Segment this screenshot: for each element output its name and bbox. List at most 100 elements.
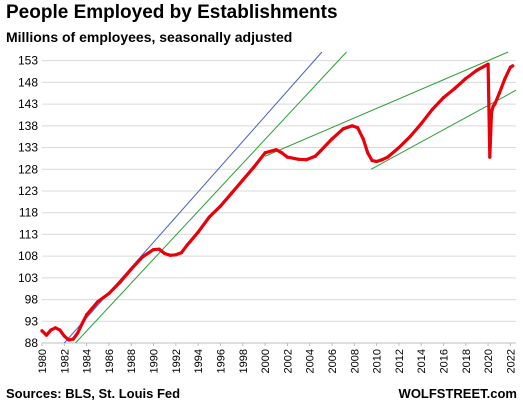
trend-line	[75, 51, 347, 343]
x-tick-label: 1986	[104, 349, 116, 373]
x-tick-label: 2002	[282, 349, 294, 373]
data-point	[168, 253, 172, 257]
data-point	[453, 86, 457, 91]
chart-title: People Employed by Establishments	[6, 2, 338, 23]
brand-label: WOLFSTREET.com	[398, 386, 517, 401]
data-point	[263, 151, 267, 155]
data-point	[350, 124, 354, 128]
data-point	[49, 328, 53, 332]
data-point	[313, 154, 317, 158]
x-tick-label: 2016	[439, 349, 451, 373]
x-axis-ticks: 1980 1982 1984 1986 1988 1990 1992 1994 1996 1998…	[37, 343, 517, 373]
x-tick-label: 2020	[483, 349, 495, 373]
y-tick-label: 108	[18, 249, 38, 263]
data-point	[497, 91, 501, 95]
data-point	[71, 337, 75, 341]
data-point	[179, 251, 184, 255]
x-tick-label: 2018	[461, 349, 473, 373]
data-point	[366, 151, 370, 155]
data-point	[464, 76, 468, 81]
data-point	[486, 62, 490, 66]
x-tick-label: 1988	[126, 349, 138, 373]
data-point	[304, 158, 308, 162]
data-series	[40, 62, 515, 342]
x-tick-label: 1992	[171, 349, 183, 373]
x-tick-label: 1990	[149, 349, 161, 373]
y-tick-label: 133	[18, 141, 38, 155]
data-point	[107, 291, 111, 296]
data-point	[361, 137, 365, 141]
y-tick-label: 118	[19, 206, 38, 220]
data-point	[241, 178, 245, 182]
y-tick-label: 93	[25, 314, 39, 328]
x-tick-label: 1994	[193, 349, 205, 373]
data-point	[285, 155, 289, 159]
data-point	[185, 243, 189, 247]
y-tick-label: 128	[18, 162, 38, 176]
y-tick-label: 123	[18, 184, 38, 198]
data-point	[44, 333, 49, 337]
data-point	[489, 111, 494, 115]
x-tick-label: 2022	[505, 349, 517, 373]
data-point	[408, 135, 412, 139]
trend-lines	[63, 51, 517, 343]
data-point	[491, 104, 495, 108]
data-point	[252, 165, 256, 169]
data-point	[493, 102, 497, 106]
data-point	[397, 145, 401, 150]
y-tick-label: 153	[18, 54, 38, 68]
data-point	[53, 326, 57, 330]
data-point	[386, 155, 390, 159]
data-point	[85, 313, 89, 317]
data-point	[430, 107, 434, 111]
x-tick-label: 2010	[372, 349, 384, 373]
y-tick-label: 98	[25, 293, 39, 307]
data-point	[40, 329, 44, 333]
data-point	[441, 96, 446, 100]
y-tick-label: 113	[19, 227, 38, 241]
data-point	[218, 204, 223, 208]
data-point	[419, 122, 423, 126]
y-tick-label: 88	[25, 336, 39, 350]
data-point	[76, 331, 80, 335]
x-tick-label: 2006	[327, 349, 339, 373]
employment-series-line	[40, 62, 515, 342]
y-tick-label: 103	[18, 271, 38, 285]
x-tick-label: 2008	[349, 349, 361, 373]
data-point	[488, 155, 492, 159]
data-point	[356, 125, 360, 130]
data-point	[58, 328, 62, 332]
data-point	[370, 158, 374, 163]
x-tick-label: 2000	[260, 349, 272, 373]
data-point	[163, 251, 167, 256]
y-tick-label: 138	[18, 119, 38, 133]
data-point	[475, 68, 479, 72]
y-tick-label: 143	[18, 97, 38, 111]
source-note: Sources: BLS, St. Louis Fed	[6, 386, 181, 401]
data-point	[129, 267, 133, 271]
data-point	[140, 255, 144, 259]
data-point	[90, 306, 94, 310]
y-axis-ticks: 88 93 98 103 108 113 118 123 128 133 138 143 148 153	[18, 54, 38, 350]
data-point	[511, 64, 515, 68]
data-point	[503, 77, 507, 81]
data-point	[67, 338, 71, 342]
gridlines	[42, 60, 516, 344]
y-tick-label: 148	[18, 75, 38, 89]
data-point	[280, 151, 284, 155]
data-point	[341, 127, 345, 131]
data-point	[380, 158, 384, 162]
trend-line	[370, 89, 517, 170]
x-tick-label: 2014	[416, 349, 428, 373]
data-point	[296, 157, 301, 161]
data-point	[96, 300, 100, 304]
data-point	[274, 148, 278, 152]
data-point	[157, 247, 161, 251]
x-tick-label: 1998	[238, 349, 250, 373]
chart-subtitle: Millions of employees, seasonally adjust…	[6, 29, 293, 45]
x-tick-label: 2004	[305, 349, 317, 373]
data-point	[230, 191, 234, 195]
data-point	[174, 253, 178, 257]
data-point	[196, 230, 200, 234]
